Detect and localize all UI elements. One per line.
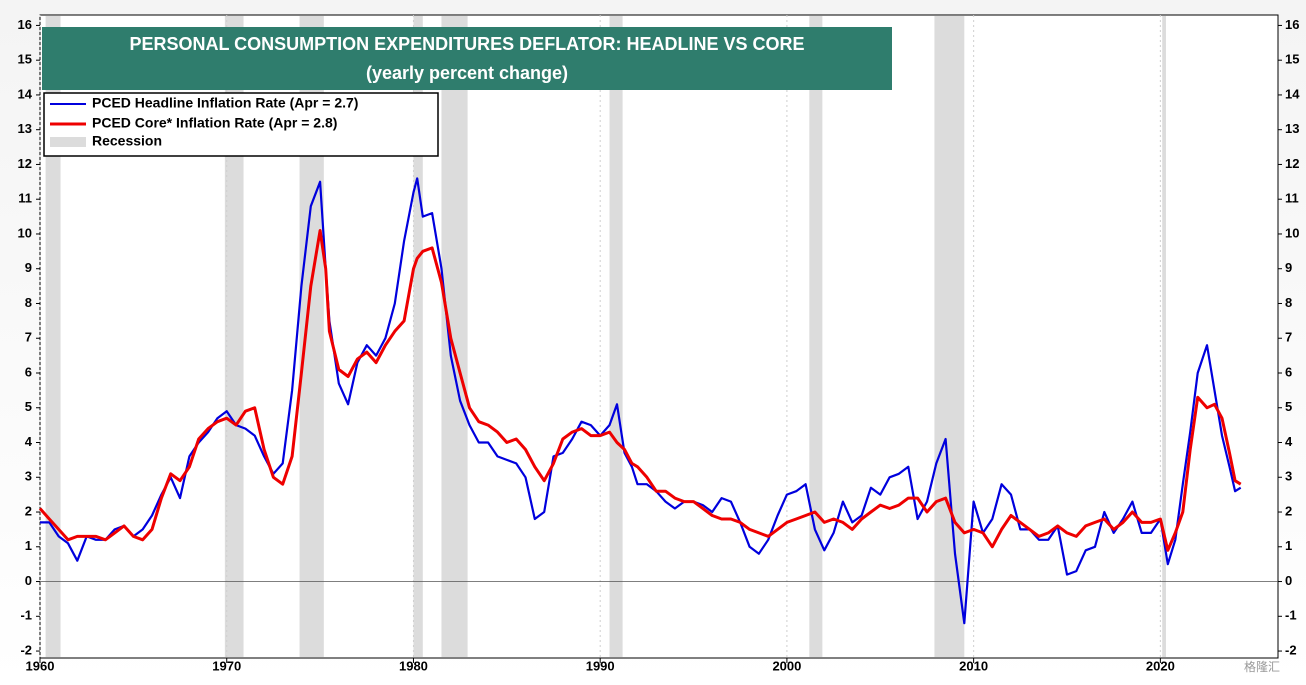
x-tick-label: 1970 xyxy=(212,658,241,673)
watermark: 格隆汇 xyxy=(1244,659,1280,674)
y2-tick-label: 10 xyxy=(1285,225,1299,240)
y2-tick-label: 14 xyxy=(1285,86,1300,101)
y-tick-label: 10 xyxy=(18,225,32,240)
title-box xyxy=(42,27,892,90)
x-tick-label: 2000 xyxy=(772,658,801,673)
chart-subtitle: (yearly percent change) xyxy=(366,63,568,83)
y2-tick-label: 16 xyxy=(1285,17,1299,32)
legend-label: PCED Headline Inflation Rate (Apr = 2.7) xyxy=(92,95,358,111)
series-line xyxy=(38,229,1242,552)
y2-tick-label: 13 xyxy=(1285,121,1299,136)
y-tick-label: 13 xyxy=(18,121,32,136)
recession-band xyxy=(809,16,823,657)
y-tick-label: 14 xyxy=(18,86,33,101)
y2-tick-label: -1 xyxy=(1285,608,1297,623)
y-tick-label: 6 xyxy=(25,364,32,379)
x-tick-label: 1960 xyxy=(26,658,55,673)
y-tick-label: 11 xyxy=(18,191,32,206)
y2-tick-label: 15 xyxy=(1285,52,1299,67)
y-tick-label: 1 xyxy=(25,538,32,553)
series-line xyxy=(40,177,1242,625)
y-tick-label: 9 xyxy=(25,260,32,275)
y-tick-label: -1 xyxy=(20,608,32,623)
y2-tick-label: 8 xyxy=(1285,295,1292,310)
y-tick-label: 4 xyxy=(25,434,33,449)
y2-tick-label: 1 xyxy=(1285,538,1292,553)
y-tick-label: 8 xyxy=(25,295,32,310)
y-tick-label: 3 xyxy=(25,469,32,484)
legend-label: PCED Core* Inflation Rate (Apr = 2.8) xyxy=(92,115,337,131)
legend xyxy=(43,92,439,157)
y2-tick-label: 4 xyxy=(1285,434,1293,449)
legend-label: Recession xyxy=(92,133,162,149)
recession-band xyxy=(609,16,623,657)
y-tick-label: 16 xyxy=(18,17,32,32)
y2-tick-label: 6 xyxy=(1285,364,1292,379)
y-tick-label: 15 xyxy=(18,52,32,67)
recession-band xyxy=(1162,16,1166,657)
y2-tick-label: 7 xyxy=(1285,330,1292,345)
y-tick-label: 5 xyxy=(25,399,32,414)
chart-title: PERSONAL CONSUMPTION EXPENDITURES DEFLAT… xyxy=(129,34,804,54)
recession-band xyxy=(441,16,468,657)
recession-band xyxy=(413,16,423,657)
y2-tick-label: 12 xyxy=(1285,156,1299,171)
y-tick-label: -2 xyxy=(20,642,32,657)
y-tick-label: 0 xyxy=(25,573,32,588)
y2-tick-label: 2 xyxy=(1285,503,1292,518)
recession-band xyxy=(45,16,61,657)
y2-tick-label: 9 xyxy=(1285,260,1292,275)
x-tick-label: 2010 xyxy=(959,658,988,673)
x-tick-label: 2020 xyxy=(1146,658,1175,673)
legend-swatch xyxy=(50,137,86,147)
y-tick-label: 12 xyxy=(18,156,32,171)
recession-band xyxy=(224,16,244,657)
y2-tick-label: 11 xyxy=(1285,191,1299,206)
y2-tick-label: -2 xyxy=(1285,642,1297,657)
y2-tick-label: 5 xyxy=(1285,399,1292,414)
y-tick-label: 2 xyxy=(25,503,32,518)
x-tick-label: 1980 xyxy=(399,658,428,673)
y2-tick-label: 0 xyxy=(1285,573,1292,588)
y-tick-label: 7 xyxy=(25,330,32,345)
x-tick-label: 1990 xyxy=(586,658,615,673)
y2-tick-label: 3 xyxy=(1285,469,1292,484)
recession-band xyxy=(934,16,965,657)
